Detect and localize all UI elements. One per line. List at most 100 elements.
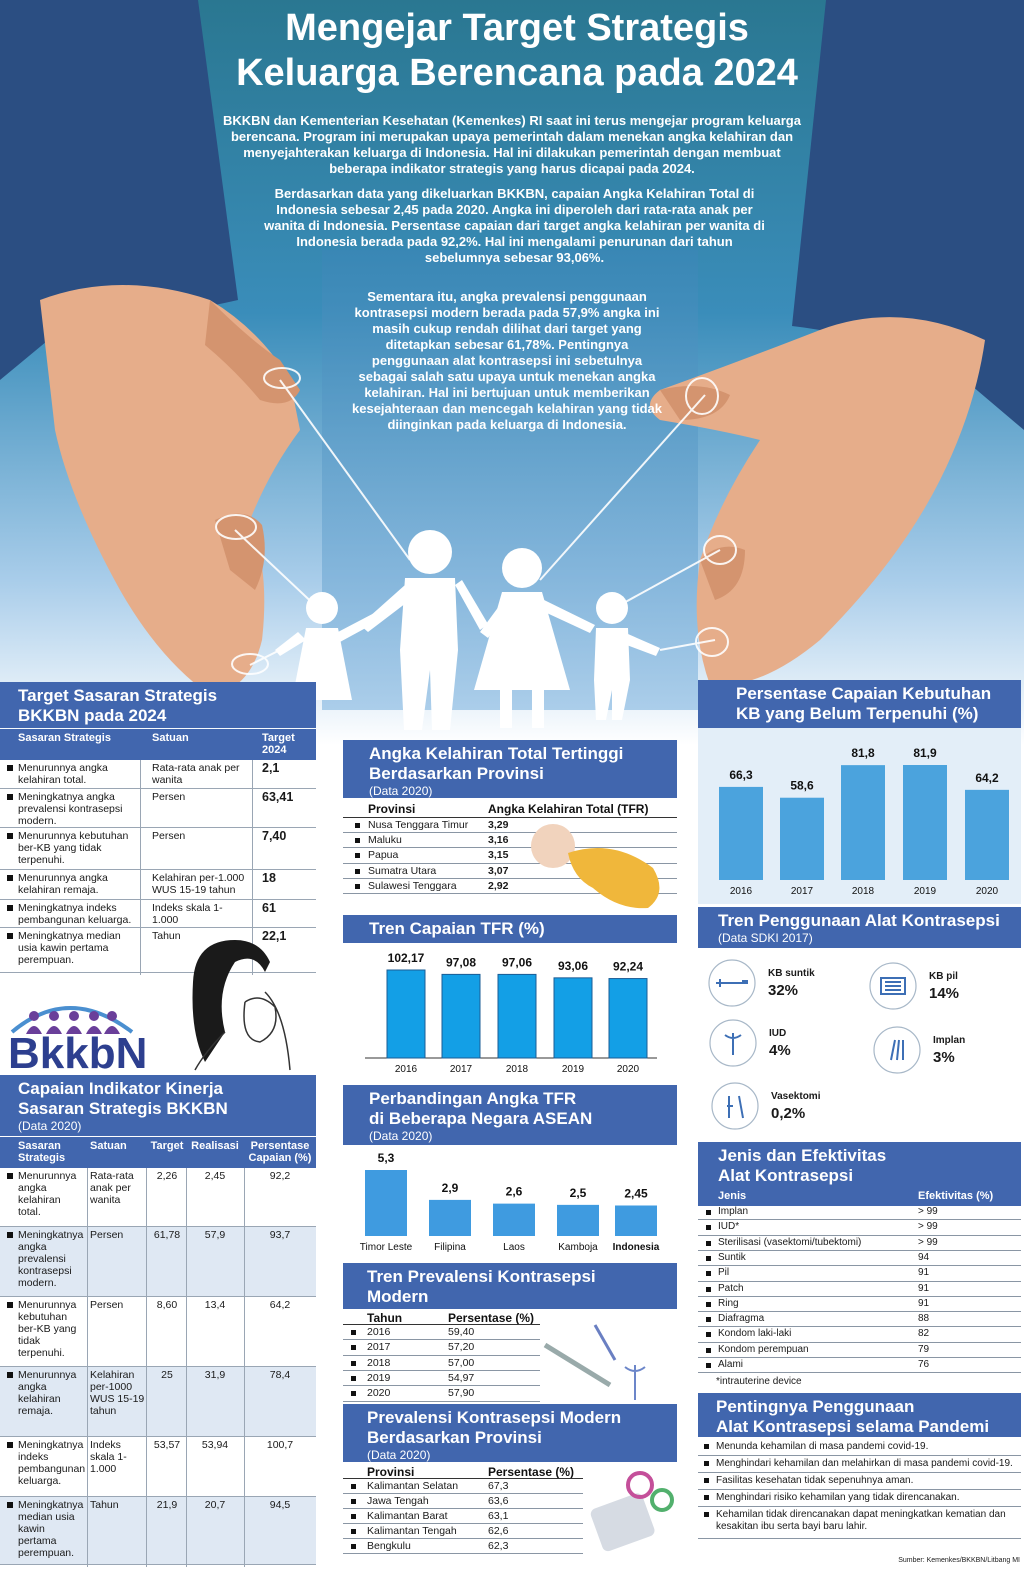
bar — [441, 973, 481, 1059]
source: Sumber: Kemenkes/BKKBN/Litbang MI — [898, 1557, 1020, 1564]
column-header: Target — [150, 1140, 184, 1152]
implant — [593, 1324, 617, 1361]
column-header: Satuan — [90, 1140, 127, 1152]
bar — [365, 1170, 407, 1236]
bar — [557, 1204, 599, 1236]
table-cell: > 99 — [918, 1206, 938, 1217]
logo-figure-body — [86, 1026, 102, 1034]
section-title: Angka Kelahiran Total Tertinggi — [369, 744, 624, 763]
condom-ring — [650, 1488, 674, 1512]
table-cell: Nusa Tenggara Timur — [368, 819, 469, 831]
value-label: 66,3 — [729, 768, 753, 782]
section-title: Target Sasaran Strategis — [18, 686, 218, 705]
row-bullet — [7, 933, 13, 939]
bar — [841, 765, 885, 880]
section-title: BKKBN pada 2024 — [18, 706, 167, 725]
table-cell: 25 — [161, 1369, 173, 1381]
logo-figure-head — [49, 1011, 59, 1021]
table-cell: Tahun — [90, 1499, 119, 1511]
row-separator — [343, 1354, 540, 1356]
table-cell: Sulawesi Tenggara — [368, 879, 457, 892]
table-cell: > 99 — [918, 1221, 938, 1233]
row-separator — [0, 1496, 316, 1497]
list-bullet — [704, 1495, 709, 1500]
table-cell: Ring — [718, 1297, 739, 1309]
section-header: Tren Penggunaan Alat Kontrasepsi (Data SD… — [698, 907, 1021, 948]
row-bullet — [7, 1502, 13, 1508]
table-cell: 91 — [918, 1267, 930, 1279]
item-value: 32% — [768, 982, 799, 999]
table-cell: Kondom perempuan — [718, 1343, 809, 1355]
column-header: Persentase (%) — [448, 1311, 535, 1325]
x-tick-label: 2016 — [730, 886, 753, 897]
table-cell: Alami — [718, 1359, 744, 1370]
logo: BkkbN — [8, 1006, 147, 1072]
row-bullet — [355, 838, 360, 844]
table-cell: 31,9 — [204, 1369, 226, 1381]
table-cell: Meningkatnya angka prevalensi kontraseps… — [18, 791, 123, 827]
list-bullet — [704, 1444, 709, 1449]
table-cell: 57,20 — [448, 1341, 475, 1354]
value-label: 2,9 — [442, 1181, 459, 1195]
table-cell: Kalimantan Tengah — [367, 1525, 457, 1537]
intro-paragraph: BKKBN dan Kementerian Kesehatan (Kemenke… — [223, 113, 801, 176]
list-item: Kehamilan tidak direncanakan dapat menin… — [716, 1509, 1006, 1532]
bar-chart: 66,3 2016 58,6 2017 81,8 2018 81,9 2019 64,2 2020 — [698, 728, 1021, 904]
value-label: 93,06 — [558, 959, 588, 973]
table-cell: 2,45 — [204, 1170, 226, 1182]
column-header: Persentase (%) — [488, 1465, 575, 1479]
list-item: Menghindari risiko kehamilan yang tidak … — [716, 1492, 960, 1503]
list-item: Fasilitas kesehatan tidak sepenuhnya ama… — [716, 1475, 914, 1486]
table-cell: 2019 — [367, 1371, 391, 1384]
header-rule — [343, 1324, 540, 1325]
section-title: di Beberapa Negara ASEAN — [369, 1109, 593, 1128]
logo-figure-head — [107, 1011, 117, 1021]
x-tick-label: 2020 — [617, 1064, 640, 1075]
table-cell: Implan — [718, 1206, 749, 1217]
section-title: Persentase Capaian Kebutuhan — [736, 684, 992, 703]
contraceptive-icon — [711, 1082, 759, 1130]
section-title: Alat Kontrasepsi — [718, 1166, 854, 1185]
section-title: Tren Capaian TFR (%) — [369, 919, 545, 938]
row-separator — [0, 927, 316, 928]
item-name: KB suntik — [768, 968, 815, 979]
x-tick-label: 2020 — [976, 886, 999, 897]
table-cell: 2,1 — [262, 761, 280, 775]
row-bullet — [7, 1232, 13, 1238]
table-cell: 59,40 — [448, 1326, 475, 1338]
table-cell: Pil — [718, 1267, 730, 1279]
value-label: 2,5 — [570, 1186, 587, 1200]
table-cell: Kelahiran per-1000 WUS 15-19 tahun — [90, 1369, 145, 1417]
section-title: Prevalensi Kontrasepsi Modern — [367, 1408, 622, 1427]
row-separator — [698, 1219, 1021, 1221]
value-label: 5,3 — [378, 1151, 395, 1165]
section-header: Prevalensi Kontrasepsi Modern Berdasarkan… — [343, 1404, 677, 1462]
table-cell: Kalimantan Selatan — [367, 1480, 459, 1492]
row-bullet — [351, 1529, 356, 1534]
bar — [780, 797, 824, 880]
section-header: Target Sasaran Strategis BKKBN pada 2024 — [0, 682, 316, 728]
table-cell: 53,94 — [201, 1439, 229, 1451]
section-title: Capaian Indikator Kinerja — [18, 1079, 223, 1098]
logo-arc — [10, 1006, 134, 1034]
contraceptive-icon — [709, 1019, 757, 1067]
section-header: Tren Capaian TFR (%) — [343, 915, 677, 943]
table-header-row — [0, 1137, 316, 1168]
table-cell: Indeks skala 1-1.000 — [152, 902, 223, 926]
column-divider — [186, 1168, 187, 1567]
table-cell: Menurunnya angka kelahiran total. — [18, 1170, 77, 1218]
contraceptive-icon — [708, 959, 756, 1007]
icon-glyph — [880, 977, 906, 995]
row-bullet — [355, 823, 360, 828]
table-cell: Menurunnya angka kelahiran remaja. — [18, 872, 108, 896]
logo-figure-head — [89, 1011, 99, 1021]
value-label: 92,24 — [613, 960, 643, 974]
section-header: Jenis dan Efektivitas Alat Kontrasepsi — [698, 1142, 1021, 1188]
table-cell: Rata-rata anak per wanita — [152, 762, 240, 786]
column-header: Provinsi — [367, 1465, 415, 1479]
bar — [386, 969, 426, 1059]
icon-circle — [711, 1082, 759, 1130]
table-cell: 57,9 — [204, 1229, 226, 1241]
logo-figure-body — [26, 1026, 42, 1034]
item-value: 14% — [929, 985, 960, 1002]
